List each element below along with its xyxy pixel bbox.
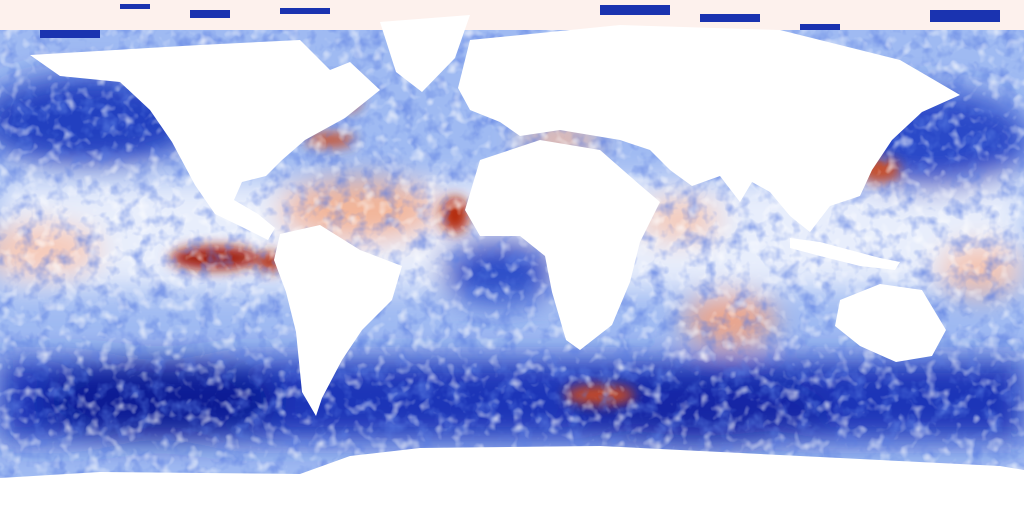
australia [835,284,946,362]
antarctica [0,446,1024,512]
indonesia [790,238,900,270]
greenland [380,15,470,92]
land [0,15,1024,512]
eurasia [458,25,960,232]
africa [465,140,660,350]
south-america [274,225,402,416]
arctic-ice-edge [40,4,1000,38]
north-america [30,40,380,240]
